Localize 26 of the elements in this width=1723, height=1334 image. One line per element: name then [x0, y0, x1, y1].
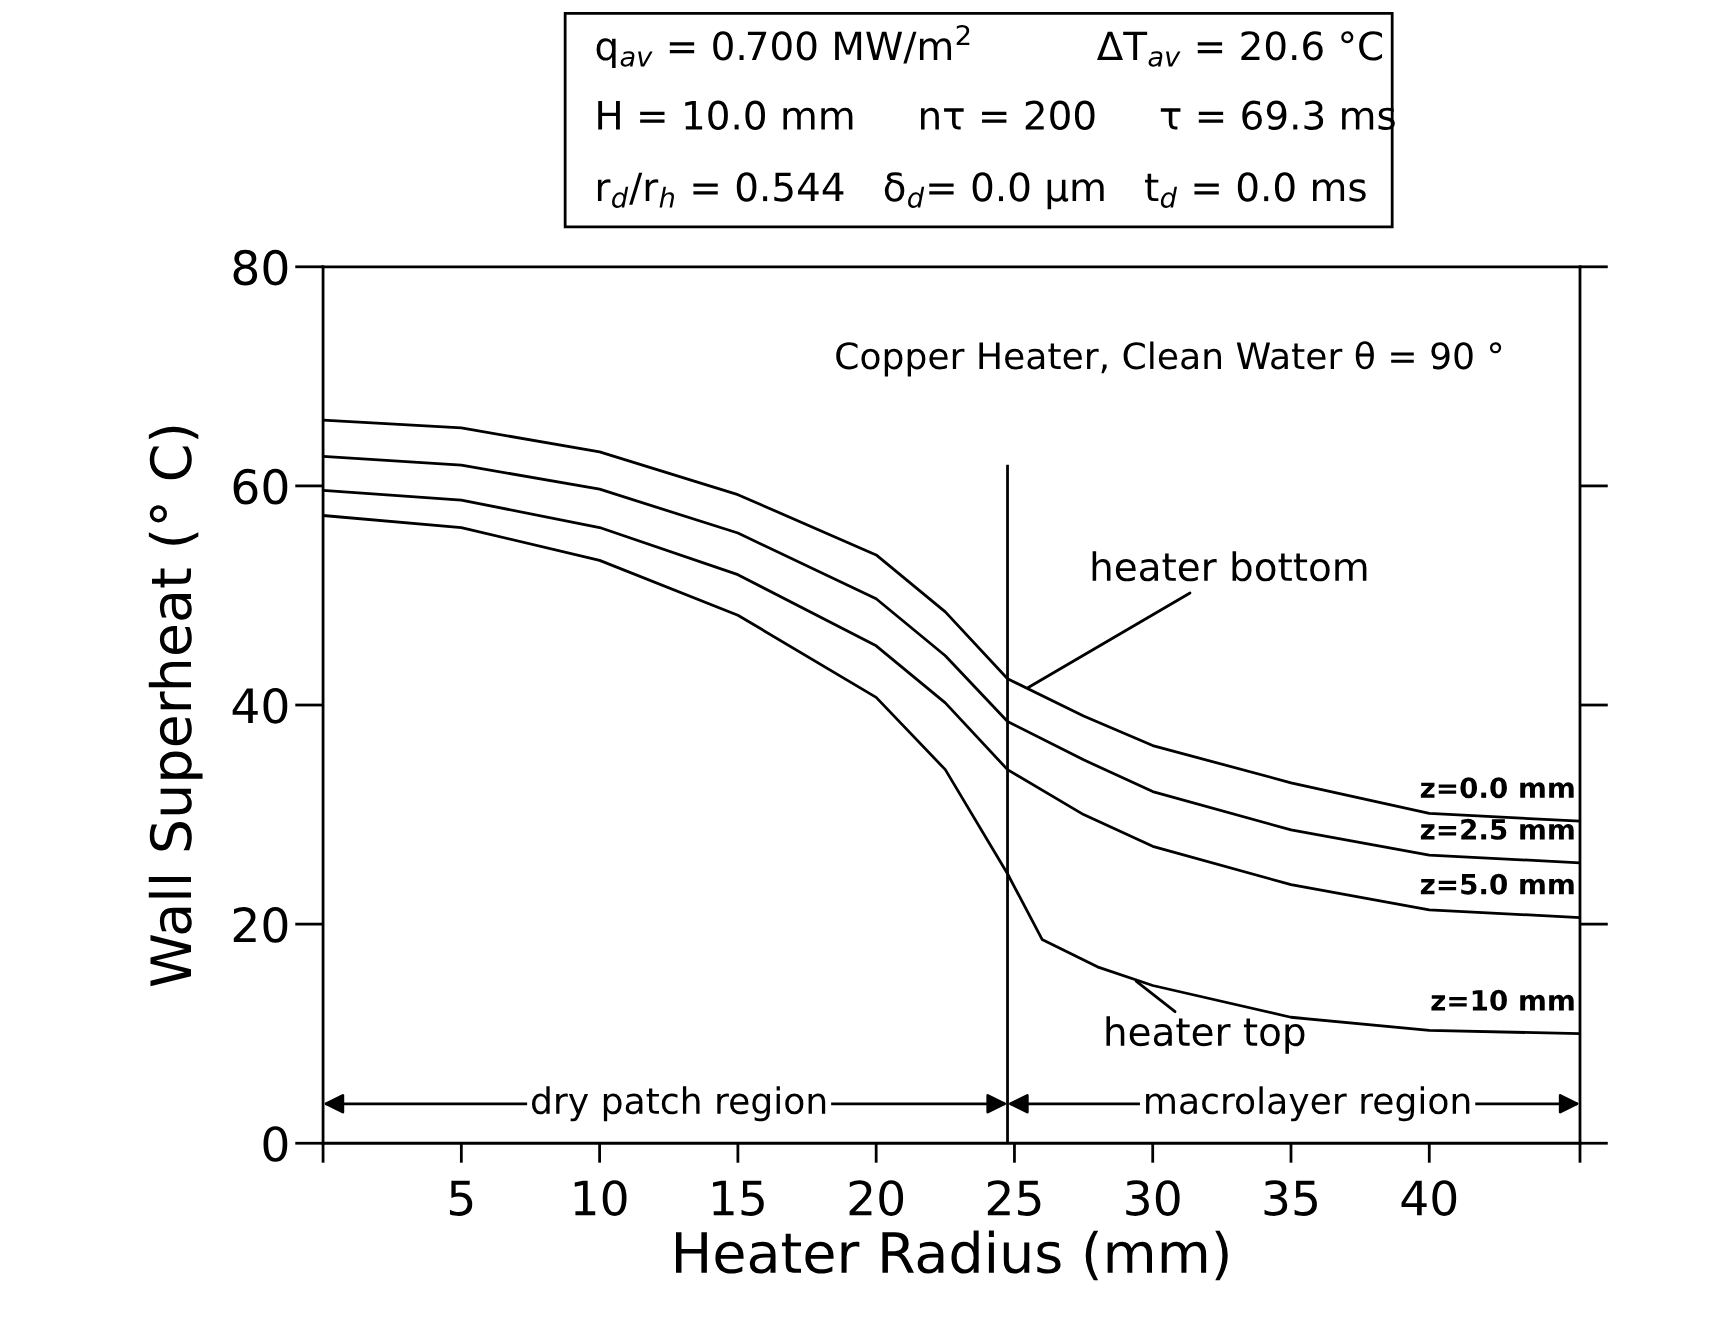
x-axis-title: Heater Radius (mm) — [676, 1230, 1228, 1281]
x-tick-label: 15 — [713, 1180, 764, 1216]
annotation: z=0.0 mm — [1420, 777, 1574, 799]
text: r$_{d}$/r$_{h}$ = 0.544 δ$_{d}$= 0.0 μm t$_{d}$ = 0.0 ms — [597, 172, 1366, 210]
annotation: z=2.5 mm — [1420, 818, 1574, 840]
annotation: z=10 mm — [1431, 989, 1574, 1011]
y-axis-title: Wall Superheat (° C) — [148, 426, 203, 987]
x-tick-label: 5 — [449, 1180, 473, 1216]
y-tick-label: 60 — [233, 468, 288, 505]
y-tick-label: 0 — [263, 1126, 288, 1162]
x-tick-label: 35 — [1264, 1180, 1317, 1216]
annotation: heater top — [1106, 1016, 1305, 1054]
y-tick-label: 80 — [233, 249, 288, 286]
annotation: heater bottom — [1092, 551, 1367, 582]
y-tick-label: 40 — [232, 687, 288, 724]
annotation: Copper Heater, Clean Water θ = 90 ° — [836, 341, 1502, 377]
text: q$_{av}$ = 0.700 MW/m$^{2}$ ΔT$_{av}$ = 20.6 °C — [596, 24, 1383, 69]
y-tick-label: 20 — [233, 907, 288, 943]
x-tick-label: 40 — [1401, 1180, 1457, 1216]
x-tick-label: 10 — [574, 1180, 627, 1216]
annotation: macrolayer region — [1146, 1086, 1470, 1122]
x-tick-label: 30 — [1126, 1180, 1180, 1216]
x-tick-label: 25 — [987, 1180, 1041, 1216]
annotation: dry patch region — [532, 1086, 826, 1122]
annotation: z=5.0 mm — [1420, 873, 1574, 895]
x-tick-label: 20 — [849, 1180, 904, 1216]
